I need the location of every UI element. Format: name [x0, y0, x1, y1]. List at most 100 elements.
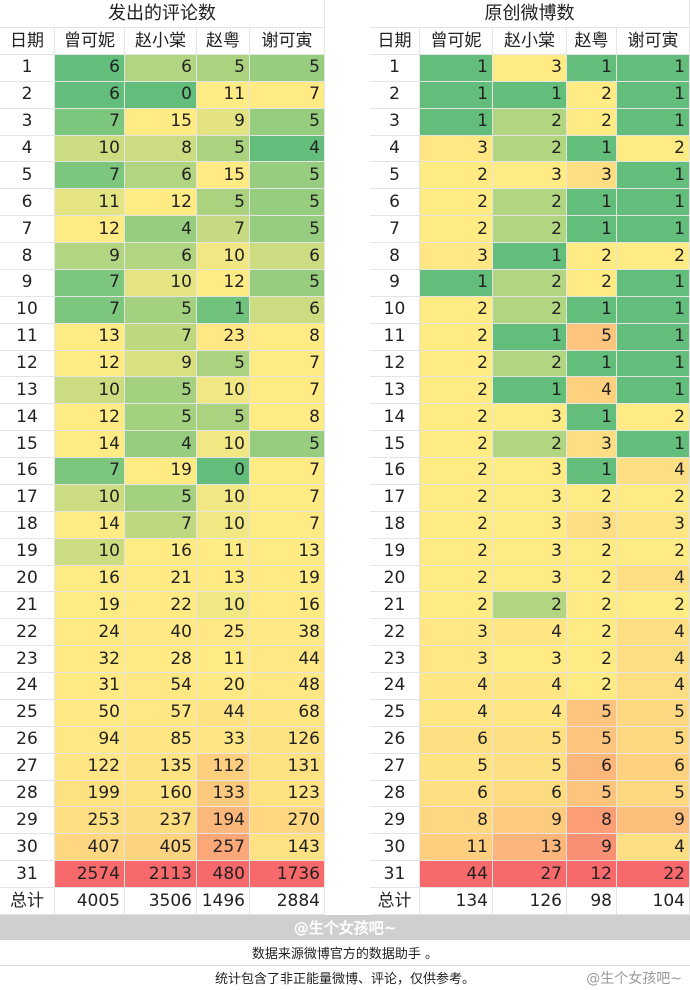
- header-cell: 赵粤: [197, 28, 250, 55]
- value-cell: 2: [493, 216, 567, 244]
- value-cell: 10: [55, 538, 125, 566]
- value-cell: 6: [250, 243, 325, 270]
- value-cell: 0: [197, 458, 250, 485]
- total-cell: 2884: [250, 888, 325, 915]
- value-cell: 6: [125, 162, 197, 190]
- value-cell: 11: [197, 81, 250, 109]
- value-cell: 3: [493, 511, 567, 539]
- value-cell: 7: [197, 216, 250, 244]
- note: 统计包含了非正能量微博、评论，仅供参考。: [214, 972, 475, 987]
- date-cell: 1: [370, 55, 420, 82]
- value-cell: 1: [617, 431, 690, 459]
- note: 数据来源微博官方的数据助手 。: [0, 940, 690, 966]
- value-cell: 2: [617, 243, 690, 270]
- total-cell: 3506: [125, 888, 197, 915]
- value-cell: 19: [125, 458, 197, 485]
- value-cell: 20: [197, 673, 250, 700]
- value-cell: 2: [420, 377, 493, 405]
- date-cell: 21: [0, 592, 55, 620]
- value-cell: 10: [197, 243, 250, 270]
- value-cell: 9: [617, 807, 690, 835]
- value-cell: 405: [125, 834, 197, 862]
- value-cell: 6: [493, 780, 567, 808]
- value-cell: 4: [420, 699, 493, 727]
- value-cell: 7: [55, 458, 125, 485]
- value-cell: 54: [125, 673, 197, 700]
- value-cell: 12: [125, 189, 197, 217]
- value-cell: 5: [493, 753, 567, 781]
- value-cell: 12: [55, 216, 125, 244]
- value-cell: 1: [493, 323, 567, 351]
- total-cell: 98: [567, 888, 617, 915]
- value-cell: 2: [420, 484, 493, 512]
- value-cell: 13: [493, 834, 567, 862]
- value-cell: 94: [55, 726, 125, 754]
- value-cell: 133: [197, 780, 250, 808]
- value-cell: 44: [420, 861, 493, 888]
- value-cell: 1: [617, 350, 690, 378]
- value-cell: 5: [250, 269, 325, 297]
- date-cell: 8: [0, 243, 55, 270]
- value-cell: 1: [197, 296, 250, 324]
- date-cell: 25: [0, 699, 55, 727]
- date-cell: 31: [370, 861, 420, 888]
- value-cell: 4: [617, 565, 690, 593]
- value-cell: 10: [125, 269, 197, 297]
- header-cell: 日期: [370, 28, 420, 55]
- date-cell: 14: [0, 404, 55, 432]
- date-cell: 2: [0, 81, 55, 109]
- value-cell: 3: [567, 511, 617, 539]
- value-cell: 1: [567, 296, 617, 324]
- value-cell: 1: [493, 377, 567, 405]
- total-cell: 104: [617, 888, 690, 915]
- date-cell: 12: [370, 350, 420, 378]
- header-cell: 赵粤: [567, 28, 617, 55]
- value-cell: 16: [125, 538, 197, 566]
- value-cell: 13: [197, 565, 250, 593]
- value-cell: 1: [493, 243, 567, 270]
- value-cell: 7: [250, 484, 325, 512]
- value-cell: 7: [250, 350, 325, 378]
- date-cell: 1: [0, 55, 55, 82]
- value-cell: 5: [493, 726, 567, 754]
- value-cell: 9: [55, 243, 125, 270]
- total-cell: 134: [420, 888, 493, 915]
- value-cell: 2: [493, 296, 567, 324]
- value-cell: 32: [55, 646, 125, 674]
- value-cell: 6: [420, 780, 493, 808]
- value-cell: 13: [55, 323, 125, 351]
- value-cell: 9: [197, 108, 250, 136]
- date-cell: 24: [0, 673, 55, 700]
- value-cell: 2: [493, 431, 567, 459]
- value-cell: 8: [250, 404, 325, 432]
- value-cell: 23: [197, 323, 250, 351]
- value-cell: 1: [617, 216, 690, 244]
- value-cell: 13: [250, 538, 325, 566]
- value-cell: 1: [617, 162, 690, 190]
- value-cell: 2: [493, 592, 567, 620]
- value-cell: 199: [55, 780, 125, 808]
- value-cell: 7: [250, 377, 325, 405]
- value-cell: 1: [617, 189, 690, 217]
- value-cell: 2: [567, 81, 617, 109]
- value-cell: 1: [567, 458, 617, 485]
- date-cell: 22: [370, 619, 420, 647]
- value-cell: 3: [420, 646, 493, 674]
- value-cell: 10: [55, 484, 125, 512]
- value-cell: 3: [493, 404, 567, 432]
- date-cell: 4: [0, 135, 55, 163]
- date-cell: 22: [0, 619, 55, 647]
- value-cell: 8: [567, 807, 617, 835]
- value-cell: 15: [197, 162, 250, 190]
- value-cell: 3: [493, 55, 567, 82]
- total-cell: 总计: [370, 888, 420, 915]
- header-cell: 日期: [0, 28, 55, 55]
- date-cell: 10: [0, 296, 55, 324]
- date-cell: 23: [370, 646, 420, 674]
- value-cell: 10: [55, 135, 125, 163]
- value-cell: 4: [567, 377, 617, 405]
- value-cell: 112: [197, 753, 250, 781]
- value-cell: 5: [197, 135, 250, 163]
- value-cell: 2: [567, 592, 617, 620]
- value-cell: 2: [493, 189, 567, 217]
